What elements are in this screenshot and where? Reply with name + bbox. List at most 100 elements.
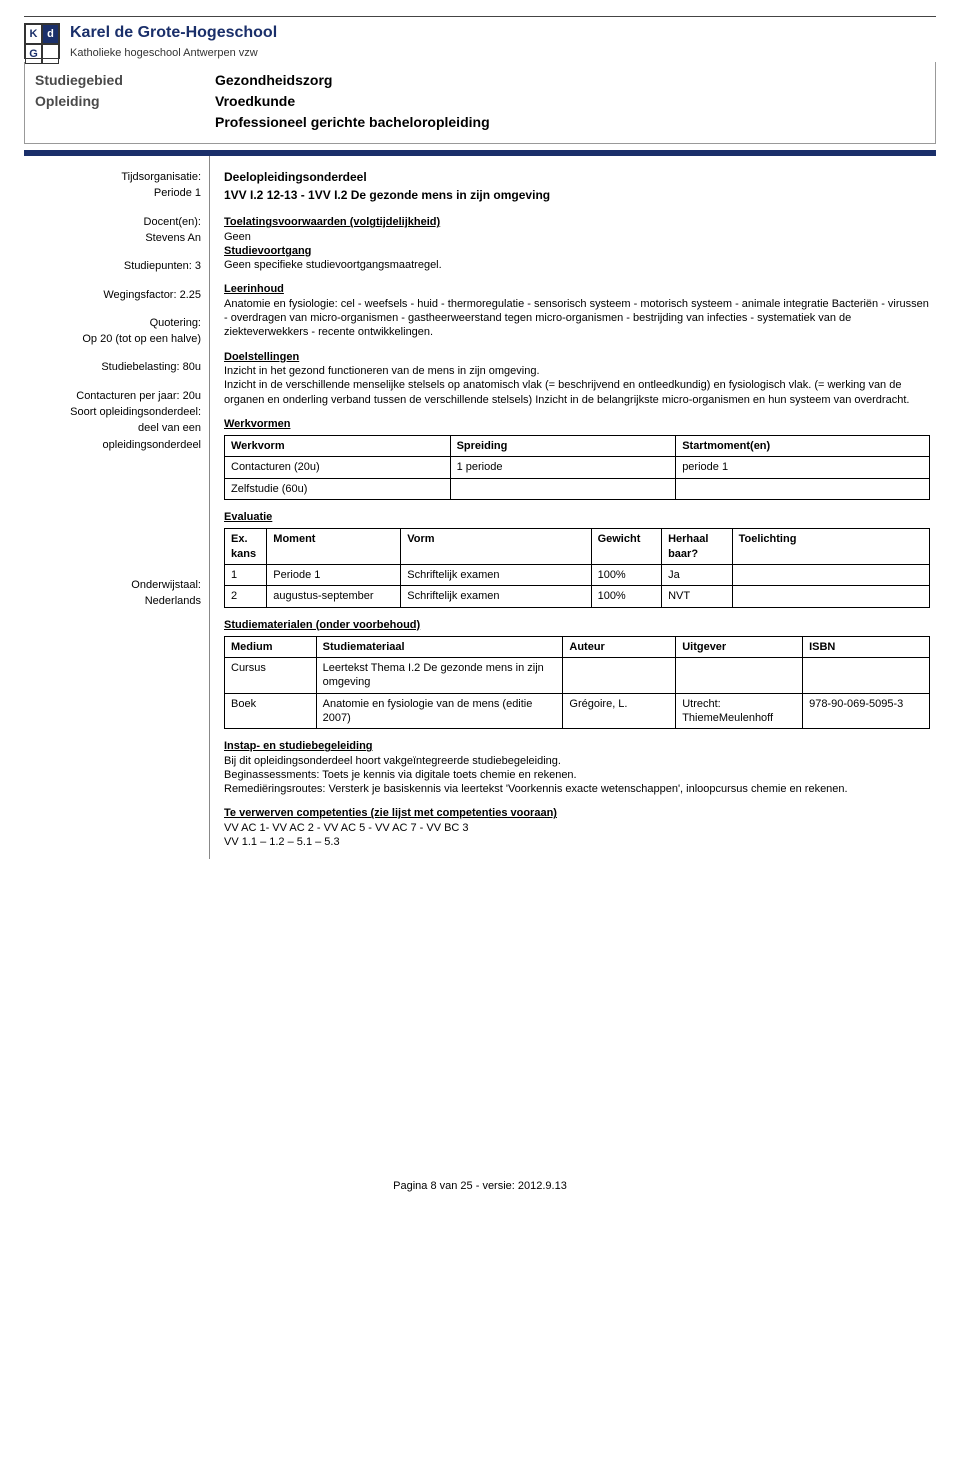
docent-label: Docent(en): xyxy=(30,215,201,229)
soort-value-2: opleidingsonderdeel xyxy=(30,438,201,452)
soort-value-1: deel van een xyxy=(30,421,201,435)
main: Deelopleidingsonderdeel 1VV I.2 12-13 - … xyxy=(210,156,936,859)
sidebar: Tijdsorganisatie: Periode 1 Docent(en): … xyxy=(24,156,210,859)
table-cell: NVT xyxy=(662,586,733,607)
studiegebied-label: Studiegebied xyxy=(35,70,215,91)
table-cell: 100% xyxy=(591,586,662,607)
studievoortgang-label: Studievoortgang xyxy=(224,244,930,258)
table-cell xyxy=(803,658,930,694)
header-text: Karel de Grote-Hogeschool Katholieke hog… xyxy=(70,23,277,60)
deelopleiding-label: Deelopleidingsonderdeel xyxy=(224,170,930,186)
evaluatie-table: Ex. kansMomentVormGewichtHerhaal baar?To… xyxy=(224,528,930,607)
table-cell: Anatomie en fysiologie van de mens (edit… xyxy=(316,693,563,729)
competenties-2: VV 1.1 – 1.2 – 5.1 – 5.3 xyxy=(224,835,930,849)
toelating-text: Geen xyxy=(224,230,930,244)
table-cell: Boek xyxy=(225,693,317,729)
table-header: Moment xyxy=(267,529,401,565)
table-cell: 978-90-069-5095-3 xyxy=(803,693,930,729)
studiemat-label: Studiematerialen (onder voorbehoud) xyxy=(224,618,930,632)
table-cell: Ja xyxy=(662,564,733,585)
opleiding-value-2: Professioneel gerichte bacheloropleiding xyxy=(215,112,490,133)
studiegebied-value: Gezondheidszorg xyxy=(215,70,490,91)
table-cell: Cursus xyxy=(225,658,317,694)
wegingsfactor: Wegingsfactor: 2.25 xyxy=(30,288,201,302)
course-code: 1VV I.2 12-13 - 1VV I.2 De gezonde mens … xyxy=(224,188,930,204)
studievoortgang-text: Geen specifieke studievoortgangsmaatrege… xyxy=(224,258,930,272)
competenties-label: Te verwerven competenties (zie lijst met… xyxy=(224,806,930,820)
table-header: Toelichting xyxy=(732,529,929,565)
institution-logo: K d G xyxy=(24,23,60,59)
table-cell: Utrecht: ThiemeMeulenhoff xyxy=(676,693,803,729)
table-cell: Contacturen (20u) xyxy=(225,457,451,478)
leerinhoud-text: Anatomie en fysiologie: cel - weefsels -… xyxy=(224,297,930,340)
table-cell xyxy=(450,478,676,499)
table-header: Auteur xyxy=(563,636,676,657)
table-cell: Schriftelijk examen xyxy=(401,564,591,585)
table-row: 1Periode 1Schriftelijk examen100%Ja xyxy=(225,564,930,585)
table-header: Uitgever xyxy=(676,636,803,657)
logo-cell: G xyxy=(25,44,42,64)
competenties-1: VV AC 1- VV AC 2 - VV AC 5 - VV AC 7 - V… xyxy=(224,821,930,835)
studiepunten: Studiepunten: 3 xyxy=(30,259,201,273)
institution-name: Karel de Grote-Hogeschool xyxy=(70,23,277,44)
table-header: Gewicht xyxy=(591,529,662,565)
table-cell: Grégoire, L. xyxy=(563,693,676,729)
leerinhoud-label: Leerinhoud xyxy=(224,282,930,296)
table-cell: 1 xyxy=(225,564,267,585)
table-cell xyxy=(676,658,803,694)
table-cell: 100% xyxy=(591,564,662,585)
table-header: Herhaal baar? xyxy=(662,529,733,565)
table-header: Ex. kans xyxy=(225,529,267,565)
doelstellingen-label: Doelstellingen xyxy=(224,350,930,364)
institution-subtitle: Katholieke hogeschool Antwerpen vzw xyxy=(70,46,277,60)
instap-label: Instap- en studiebegeleiding xyxy=(224,739,930,753)
toelating-label: Toelatingsvoorwaarden (volgtijdelijkheid… xyxy=(224,215,930,229)
page-footer: Pagina 8 van 25 - versie: 2012.9.13 xyxy=(24,1179,936,1209)
doelstellingen-text: Inzicht in het gezond functioneren van d… xyxy=(224,364,930,407)
onderwijstaal-label: Onderwijstaal: xyxy=(30,578,201,592)
opleiding-value-1: Vroedkunde xyxy=(215,91,490,112)
quotering: Op 20 (tot op een halve) xyxy=(30,332,201,346)
table-cell: periode 1 xyxy=(676,457,930,478)
table-cell: augustus-september xyxy=(267,586,401,607)
header: K d G Karel de Grote-Hogeschool Katholie… xyxy=(24,16,936,62)
table-cell xyxy=(676,478,930,499)
table-row: BoekAnatomie en fysiologie van de mens (… xyxy=(225,693,930,729)
table-header: Medium xyxy=(225,636,317,657)
instap-text: Bij dit opleidingsonderdeel hoort vakgeï… xyxy=(224,754,930,797)
periode: Periode 1 xyxy=(30,186,201,200)
onderwijstaal: Nederlands xyxy=(30,594,201,608)
docent-name: Stevens An xyxy=(30,231,201,245)
table-header: Werkvorm xyxy=(225,436,451,457)
table-cell: Periode 1 xyxy=(267,564,401,585)
logo-cell xyxy=(42,44,59,64)
table-cell: 2 xyxy=(225,586,267,607)
table-row: Zelfstudie (60u) xyxy=(225,478,930,499)
table-cell xyxy=(563,658,676,694)
contacturen: Contacturen per jaar: 20u xyxy=(30,389,201,403)
table-header: Startmoment(en) xyxy=(676,436,930,457)
table-cell: Leertekst Thema I.2 De gezonde mens in z… xyxy=(316,658,563,694)
werkvormen-table: WerkvormSpreidingStartmoment(en)Contactu… xyxy=(224,435,930,500)
table-cell: 1 periode xyxy=(450,457,676,478)
table-cell xyxy=(732,586,929,607)
evaluatie-label: Evaluatie xyxy=(224,510,930,524)
content: Tijdsorganisatie: Periode 1 Docent(en): … xyxy=(24,156,936,859)
studiebelasting: Studiebelasting: 80u xyxy=(30,360,201,374)
table-header: Spreiding xyxy=(450,436,676,457)
table-cell: Schriftelijk examen xyxy=(401,586,591,607)
opleiding-label: Opleiding xyxy=(35,91,215,112)
table-row: 2augustus-septemberSchriftelijk examen10… xyxy=(225,586,930,607)
table-cell xyxy=(732,564,929,585)
table-header: ISBN xyxy=(803,636,930,657)
werkvormen-label: Werkvormen xyxy=(224,417,930,431)
studiemat-table: MediumStudiemateriaalAuteurUitgeverISBNC… xyxy=(224,636,930,729)
table-row: Contacturen (20u)1 periodeperiode 1 xyxy=(225,457,930,478)
table-header: Vorm xyxy=(401,529,591,565)
tijdsorganisatie-label: Tijdsorganisatie: xyxy=(30,170,201,184)
table-cell: Zelfstudie (60u) xyxy=(225,478,451,499)
soort-label: Soort opleidingsonderdeel: xyxy=(30,405,201,419)
table-row: CursusLeertekst Thema I.2 De gezonde men… xyxy=(225,658,930,694)
top-info-block: Studiegebied Opleiding Gezondheidszorg V… xyxy=(24,62,936,144)
table-header: Studiemateriaal xyxy=(316,636,563,657)
